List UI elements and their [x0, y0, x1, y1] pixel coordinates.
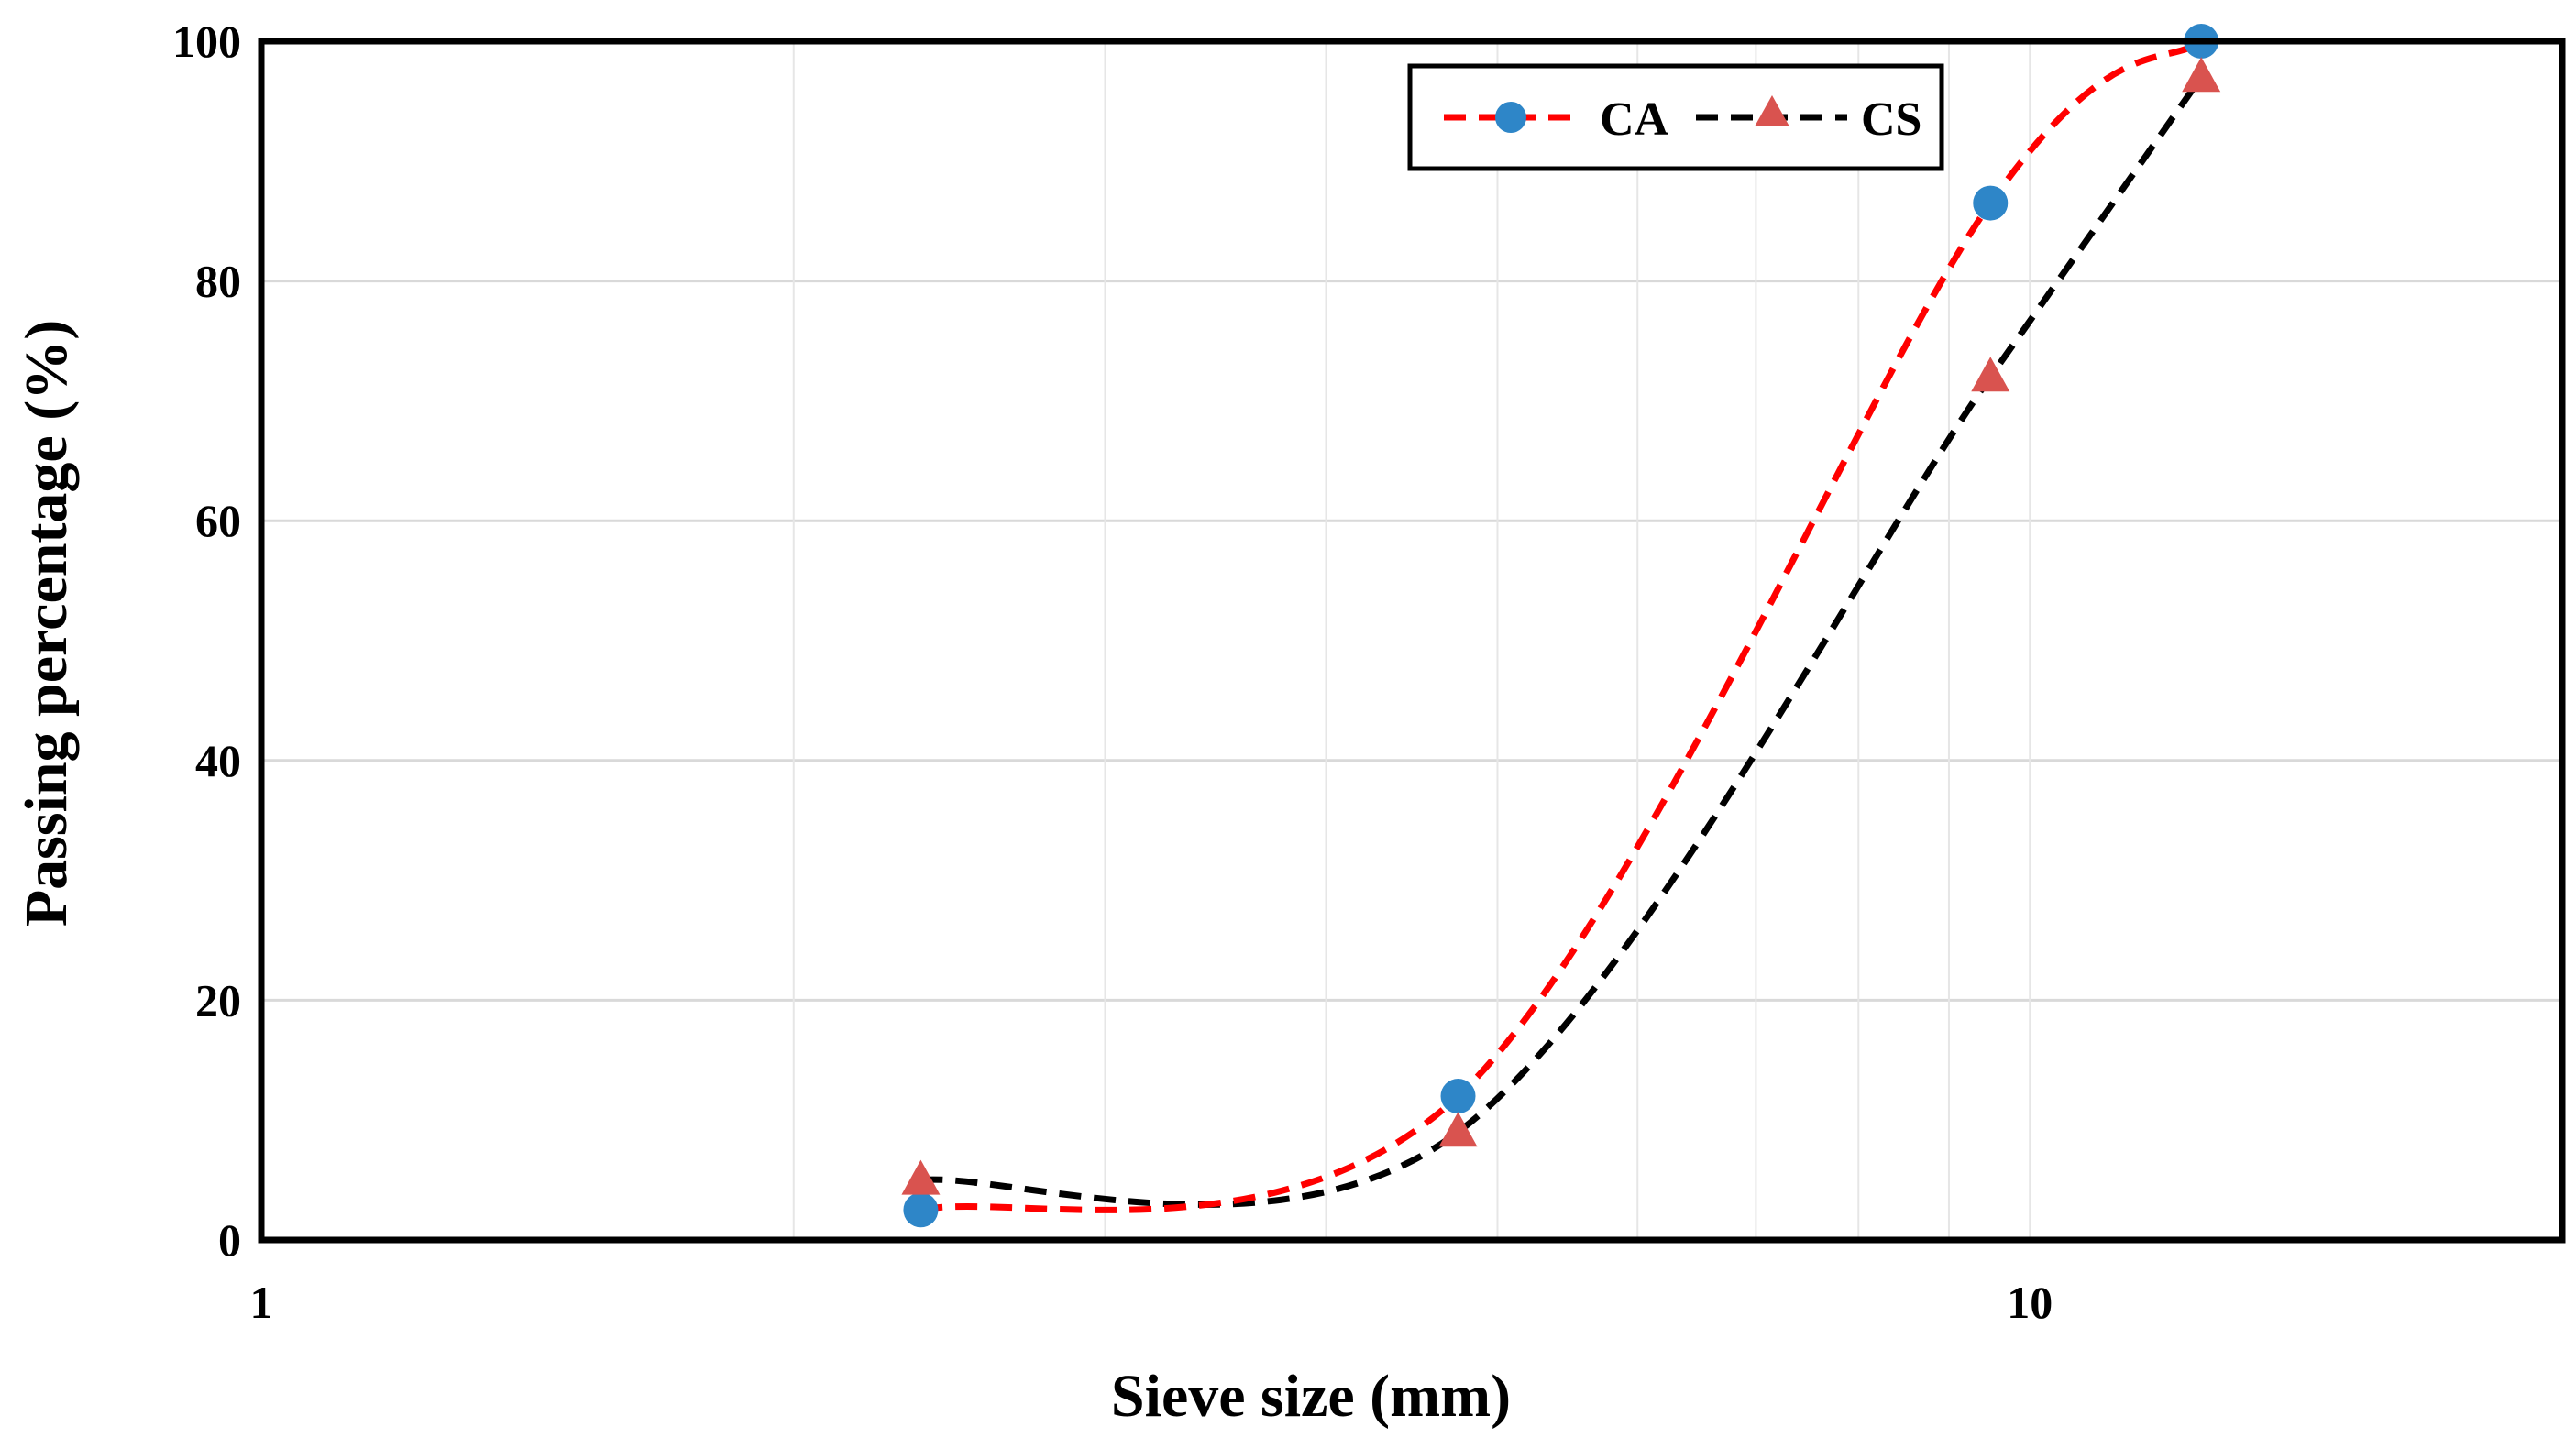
y-tick-label: 60 — [195, 495, 241, 546]
legend-label-cs: CS — [1861, 93, 1921, 146]
y-tick-label: 0 — [218, 1214, 241, 1266]
legend-label-ca: CA — [1600, 93, 1669, 146]
data-point-ca — [1973, 185, 2009, 221]
y-axis-ticks: 0 20 40 60 80 100 — [172, 16, 241, 1266]
y-tick-label: 40 — [195, 735, 241, 786]
data-point-cs — [1438, 1112, 1478, 1147]
series-markers — [901, 24, 2221, 1228]
series-line-cs — [920, 75, 2205, 1208]
x-axis-ticks: 1 10 — [250, 1277, 2053, 1328]
legend: CA CS — [1407, 63, 1944, 171]
data-point-cs — [2182, 57, 2221, 93]
x-tick-label: 1 — [250, 1277, 273, 1328]
y-tick-label: 100 — [172, 16, 241, 67]
y-tick-label: 80 — [195, 256, 241, 307]
y-axis-title: Passing percentage (%) — [13, 320, 80, 927]
series-line-ca — [919, 38, 2204, 1213]
x-axis-title: Sieve size (mm) — [1111, 1363, 1511, 1430]
plot-area-frame — [258, 38, 2566, 1244]
x-tick-label: 10 — [2007, 1277, 2053, 1328]
data-point-ca — [1440, 1079, 1476, 1114]
data-point-cs — [901, 1159, 941, 1195]
y-tick-label: 20 — [195, 974, 241, 1026]
data-point-cs — [1971, 357, 2010, 392]
series-lines — [919, 38, 2205, 1213]
legend-marker-ca — [1495, 102, 1526, 133]
data-point-ca — [903, 1192, 939, 1228]
legend-marker-cs — [1755, 95, 1789, 126]
